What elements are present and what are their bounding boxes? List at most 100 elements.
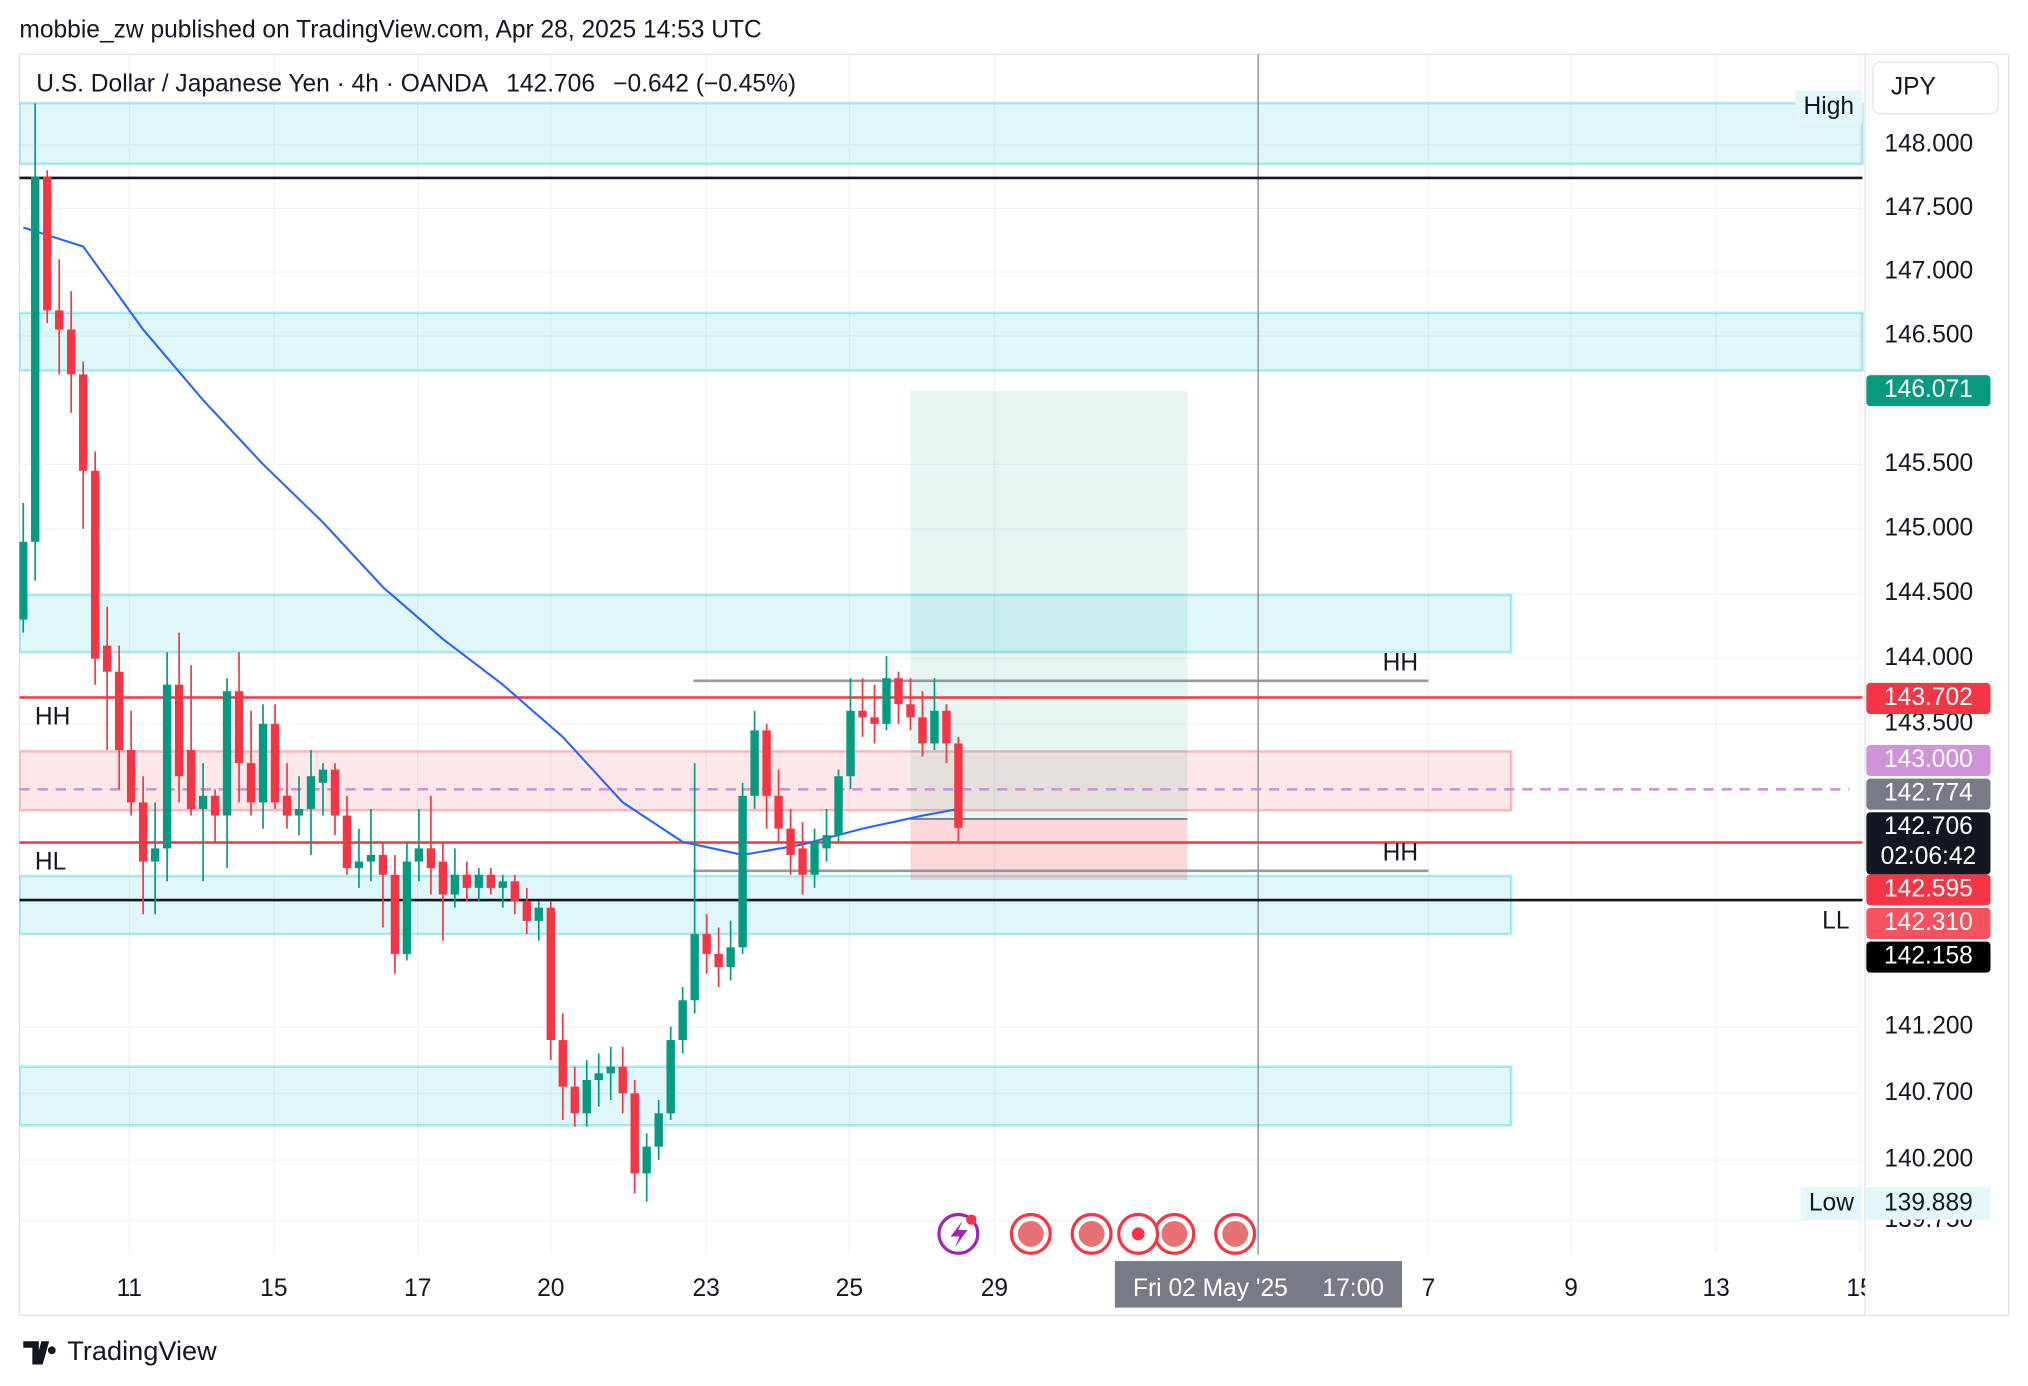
low-value-box [1866, 1187, 1991, 1220]
level-label: LL [1822, 908, 1849, 935]
candle-body [78, 374, 88, 471]
candle-body [114, 671, 124, 751]
candle-body [246, 763, 256, 803]
candle-body [918, 717, 927, 744]
candle-body [474, 874, 484, 888]
candle-body [66, 329, 76, 375]
price-tag-box [1866, 778, 1991, 810]
legend-symbol: U.S. Dollar / Japanese Yen · 4h · OANDA [36, 71, 489, 98]
countdown: 02:06:42 [1881, 843, 1977, 870]
price-tag-box [1866, 907, 1991, 939]
candle-body [294, 808, 304, 816]
candle-body [162, 684, 172, 849]
currency-button[interactable] [1872, 61, 1999, 115]
level-label: HH [35, 704, 70, 731]
target-zone [910, 390, 1188, 819]
candle-body [90, 470, 100, 659]
price-tag: 142.595 [1884, 875, 1973, 902]
x-tick-label: 15 [1846, 1275, 1873, 1302]
candle-body [342, 815, 352, 869]
candle-body [534, 907, 543, 921]
candle-body [870, 717, 879, 724]
x-tick-label: 20 [537, 1275, 564, 1302]
candle-body [282, 795, 292, 816]
candle-body [486, 874, 496, 888]
flag-glyph [1161, 1220, 1188, 1247]
candle-body [270, 723, 280, 803]
candle-body [366, 854, 376, 862]
candle-body [55, 310, 64, 330]
candle-body [126, 750, 136, 803]
zone [19, 101, 1864, 166]
price-tag-box [1866, 682, 1991, 714]
x-tick-label: 11 [117, 1275, 143, 1302]
candle-body [31, 176, 40, 542]
y-tick-label: 144.000 [1884, 644, 1973, 671]
y-tick-label: 146.500 [1884, 321, 1973, 348]
logo-mark [23, 1341, 56, 1365]
candle-body [618, 1066, 627, 1094]
x-tick-label: 9 [1564, 1275, 1578, 1302]
candle-body [258, 723, 268, 803]
candle-body [702, 934, 711, 954]
candle-body [582, 1079, 591, 1114]
candle-body [19, 541, 28, 620]
price-tag: 142.706 [1884, 813, 1973, 840]
level-label: HH [1383, 839, 1418, 866]
low-label-box [1800, 1187, 1863, 1220]
y-tick-label: 147.000 [1884, 258, 1973, 285]
candle-body [174, 684, 184, 777]
candle-body [774, 795, 783, 829]
y-tick-label: 144.500 [1884, 579, 1973, 606]
candle-body [318, 769, 328, 783]
price-tag: 142.310 [1884, 909, 1973, 936]
candle-body [894, 678, 903, 705]
level-label: HH [1383, 649, 1418, 676]
candle-body [138, 802, 148, 862]
price-tag: 142.158 [1884, 943, 1973, 970]
zone [19, 311, 1864, 372]
candle-body [678, 1000, 687, 1041]
candle-body [654, 1113, 663, 1147]
candle-body [882, 678, 891, 724]
candle-body [750, 730, 759, 796]
candle-body [402, 861, 412, 954]
candle-body [690, 934, 699, 1001]
candle-body [738, 795, 747, 948]
event-dot [966, 1214, 977, 1225]
candle-body [43, 176, 52, 311]
logo-text: TradingView [67, 1335, 217, 1366]
candle-body [786, 828, 795, 855]
candle-body [210, 795, 220, 816]
price-tag: 142.774 [1884, 780, 1973, 807]
candle-body [450, 874, 460, 895]
price-tag: 143.702 [1884, 684, 1973, 711]
price-tag-box [1866, 744, 1991, 777]
flag-glyph [1017, 1220, 1044, 1247]
candle-body [198, 795, 208, 809]
candle-body [822, 835, 831, 849]
price-tag-box [1866, 375, 1991, 407]
high-label: High [1804, 93, 1855, 120]
y-tick-label: 140.200 [1884, 1146, 1973, 1173]
candle-body [714, 953, 723, 968]
candle-body [510, 881, 520, 902]
candle-body [438, 861, 448, 895]
candle-body [150, 848, 160, 862]
candle-body [726, 947, 735, 968]
x-tick-label: 15 [260, 1275, 287, 1302]
price-tag-box [1866, 812, 1991, 875]
candle-body [606, 1066, 615, 1074]
candle-body [546, 907, 555, 1041]
candle-body [594, 1073, 603, 1080]
candle-body [414, 848, 424, 862]
candle-body [762, 730, 771, 796]
zone [19, 593, 1513, 654]
event-icons[interactable] [937, 1212, 1257, 1255]
y-tick-label: 148.000 [1884, 130, 1973, 157]
currency[interactable]: JPY [1891, 73, 1936, 100]
flag-glyph [1078, 1220, 1105, 1247]
y-tick-label: 147.500 [1884, 194, 1973, 221]
